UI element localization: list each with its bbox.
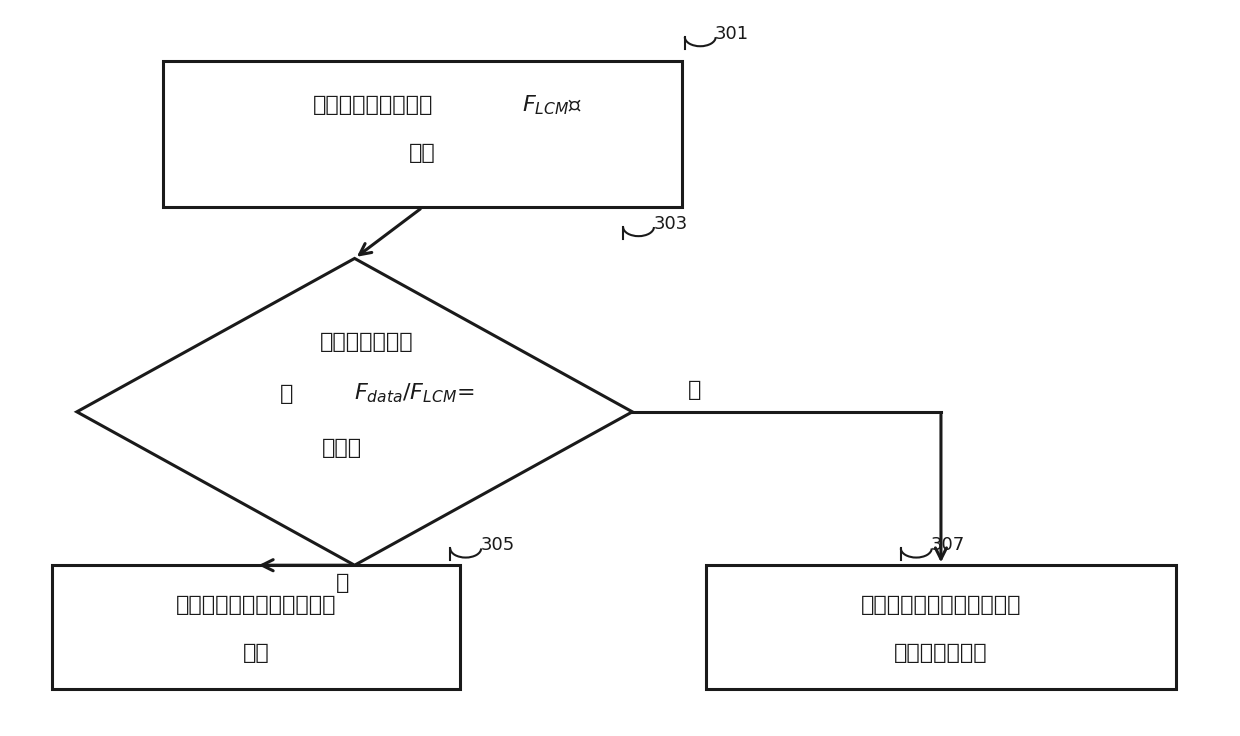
Text: 这种消息被选择为发送载体: 这种消息被选择为发送载体 [176, 595, 336, 615]
Text: 得: 得 [280, 383, 294, 403]
Text: 305: 305 [481, 537, 515, 554]
Text: 为发送载体消息: 为发送载体消息 [894, 643, 988, 663]
Polygon shape [77, 258, 632, 565]
Text: $F_{data}$/$F_{LCM}$=: $F_{data}$/$F_{LCM}$= [353, 382, 474, 406]
Bar [707, 565, 1176, 690]
Text: 303: 303 [653, 215, 687, 233]
Text: 整数？: 整数？ [322, 439, 362, 459]
Text: 301: 301 [715, 25, 749, 43]
Text: 消息: 消息 [243, 643, 269, 663]
Text: 307: 307 [931, 537, 965, 554]
Text: 比较其他消息频率和: 比较其他消息频率和 [312, 95, 433, 115]
Text: 是: 是 [336, 573, 348, 593]
Text: 存在一种消息使: 存在一种消息使 [320, 333, 414, 353]
Text: $F_{LCM}$的: $F_{LCM}$的 [522, 93, 582, 117]
Text: 否: 否 [687, 380, 701, 400]
Bar [164, 61, 682, 208]
Text: 关系: 关系 [409, 143, 436, 163]
Bar [52, 565, 460, 690]
Text: 具有最大频率的消息被选择: 具有最大频率的消息被选择 [861, 595, 1022, 615]
